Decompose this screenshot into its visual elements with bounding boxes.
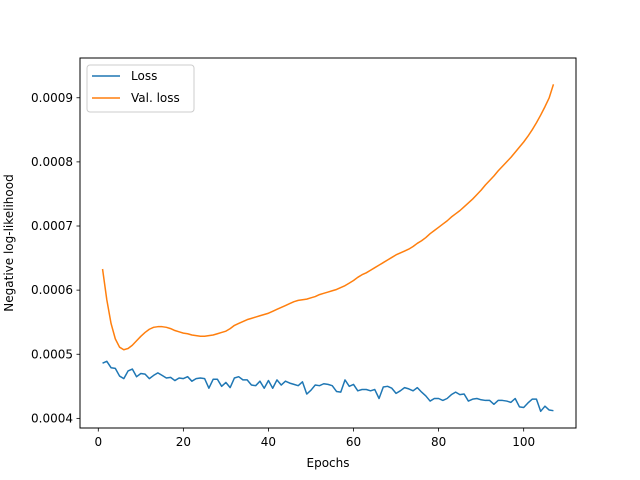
y-tick-label: 0.0007	[31, 219, 73, 233]
x-tick-label: 40	[261, 435, 276, 449]
y-tick-label: 0.0005	[31, 347, 73, 361]
axes-frame	[79, 57, 577, 429]
y-tick-label: 0.0004	[31, 411, 73, 425]
y-axis: 0.0004 0.0005 0.0006 0.0007 0.0008 0.0009	[31, 91, 80, 425]
y-tick-label: 0.0008	[31, 155, 73, 169]
x-tick-label: 20	[176, 435, 191, 449]
legend: Loss Val. loss	[86, 64, 195, 113]
series-line-val-loss	[101, 84, 555, 351]
x-tick-label: 100	[512, 435, 535, 449]
y-tick-label: 0.0009	[31, 91, 73, 105]
y-tick-label: 0.0006	[31, 283, 73, 297]
plot-area	[101, 84, 555, 413]
x-tick-label: 60	[346, 435, 361, 449]
x-axis-label: Epochs	[307, 456, 350, 470]
series-line-loss	[102, 360, 554, 413]
x-tick-label: 0	[94, 435, 102, 449]
legend-label-val-loss: Val. loss	[131, 91, 180, 105]
x-tick-label: 80	[431, 435, 446, 449]
x-axis: 0 20 40 60 80 100	[94, 428, 535, 449]
legend-label-loss: Loss	[131, 69, 157, 83]
y-axis-label: Negative log-likelihood	[2, 174, 16, 311]
